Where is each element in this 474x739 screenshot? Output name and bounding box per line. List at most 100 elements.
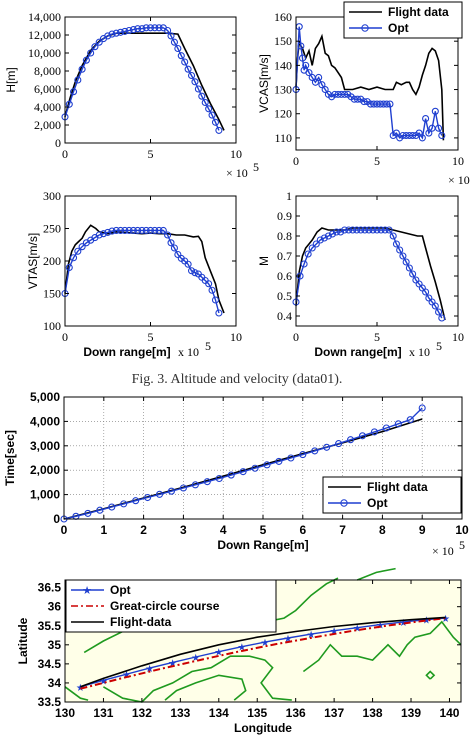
plots-layer: 0 5 1002,0004,0006,0008,00010,00012,00014,…	[3, 1, 470, 735]
y-tick-label: 100	[43, 319, 61, 333]
x-tick-label: 134	[209, 706, 229, 720]
opt-point	[194, 85, 202, 93]
x-tick-label: 10	[452, 330, 464, 344]
opt-star-point: ★	[214, 648, 223, 659]
y-tick-label: 3,000	[30, 439, 60, 453]
opt-point	[435, 308, 443, 316]
opt-point	[104, 32, 112, 40]
opt-point	[191, 78, 199, 86]
axes-box	[64, 16, 237, 144]
opt-point	[84, 509, 92, 517]
opt-point	[108, 30, 116, 38]
legend-frame	[343, 1, 463, 39]
y-tick-label: 33.5	[38, 695, 62, 709]
y-tick-label: 8,000	[34, 64, 61, 78]
opt-point	[341, 226, 349, 234]
y-axis-label: VTAS[m/s]	[26, 233, 40, 289]
opt-point	[324, 232, 332, 240]
series-opt-line	[64, 229, 220, 314]
opt-point	[438, 131, 446, 140]
series-opt-line	[64, 27, 220, 131]
opt-point	[297, 42, 305, 50]
opt-point	[385, 226, 393, 234]
opt-point	[159, 226, 167, 234]
opt-point	[415, 129, 423, 137]
opt-point	[87, 49, 95, 57]
opt-point	[422, 288, 430, 296]
opt-point	[203, 478, 211, 486]
legend-label: Flight-data	[110, 615, 172, 629]
opt-star-point: ★	[330, 627, 339, 638]
x-axis-label: Down range[m]	[83, 345, 170, 359]
opt-point	[365, 226, 373, 234]
opt-star-point: ★	[284, 634, 293, 645]
y-tick-label: 14,000	[28, 10, 61, 24]
y-tick-label: 140	[274, 58, 292, 72]
opt-point	[302, 61, 310, 69]
opt-point	[99, 230, 108, 238]
opt-point	[181, 58, 189, 66]
opt-point	[370, 428, 378, 436]
coastline-6	[425, 670, 436, 680]
coastline-4	[302, 620, 462, 673]
y-tick-label: 5,000	[30, 390, 60, 404]
opt-point	[386, 100, 394, 108]
opt-star-point: ★	[191, 653, 200, 664]
opt-point	[399, 252, 407, 260]
x-tick-label: 4	[220, 523, 227, 537]
opt-star-point: ★	[353, 624, 362, 635]
y-tick-label: 34	[48, 676, 62, 690]
x-tick-label: 0	[62, 147, 68, 161]
opt-point	[332, 228, 341, 236]
opt-point	[358, 432, 367, 440]
x-tick-label: 5	[374, 330, 380, 344]
opt-point	[438, 314, 446, 322]
opt-point	[112, 226, 120, 234]
opt-point	[74, 76, 82, 84]
opt-point	[394, 420, 402, 428]
opt-point	[316, 236, 324, 244]
opt-point	[211, 296, 220, 304]
series-opt-line	[63, 407, 423, 520]
legend-label: Opt	[388, 21, 409, 35]
opt-star-point: ★	[168, 658, 177, 669]
x-exponent-power: 5	[436, 339, 442, 353]
y-tick-label: 250	[43, 222, 61, 236]
legend-label: Flight data	[367, 480, 428, 494]
opt-point	[184, 260, 192, 268]
opt-star-point: ★	[399, 618, 408, 629]
opt-point	[345, 226, 353, 234]
opt-point	[383, 100, 391, 108]
y-tick-label: 4,000	[34, 100, 61, 114]
y-tick-label: 1,000	[30, 488, 60, 502]
opt-point	[117, 226, 125, 234]
y-axis-label: VCAS[m/s]	[257, 54, 271, 113]
legend-marker	[340, 499, 348, 507]
opt-point	[117, 28, 125, 36]
opt-point	[205, 280, 213, 288]
opt-point	[328, 230, 337, 238]
x-tick-label: 0	[293, 154, 299, 168]
x-exponent-label: × 10	[432, 544, 454, 558]
opt-point	[164, 26, 172, 35]
opt-point	[151, 226, 159, 234]
series-flight-data-line	[295, 227, 446, 321]
opt-point	[151, 24, 159, 32]
opt-point	[125, 226, 133, 234]
y-tick-label: 0.6	[277, 269, 292, 283]
opt-point	[360, 98, 368, 106]
opt-point	[354, 95, 362, 103]
series-opt-line	[295, 229, 443, 319]
x-tick-label: 10	[452, 154, 464, 168]
x-axis-label: Longitude	[234, 721, 292, 735]
x-exponent-label: × 10	[448, 173, 470, 187]
legend-map: ★ Opt Great-circle course Flight-data	[65, 579, 277, 633]
opt-point	[184, 65, 192, 73]
opt-point	[205, 105, 213, 113]
x-tick-label: 133	[170, 706, 190, 720]
figure-caption: Fig. 3. Altitude and velocity (data01).	[132, 372, 343, 387]
opt-point	[409, 270, 417, 278]
x-tick-label: 10	[455, 523, 469, 537]
opt-point	[134, 25, 142, 33]
